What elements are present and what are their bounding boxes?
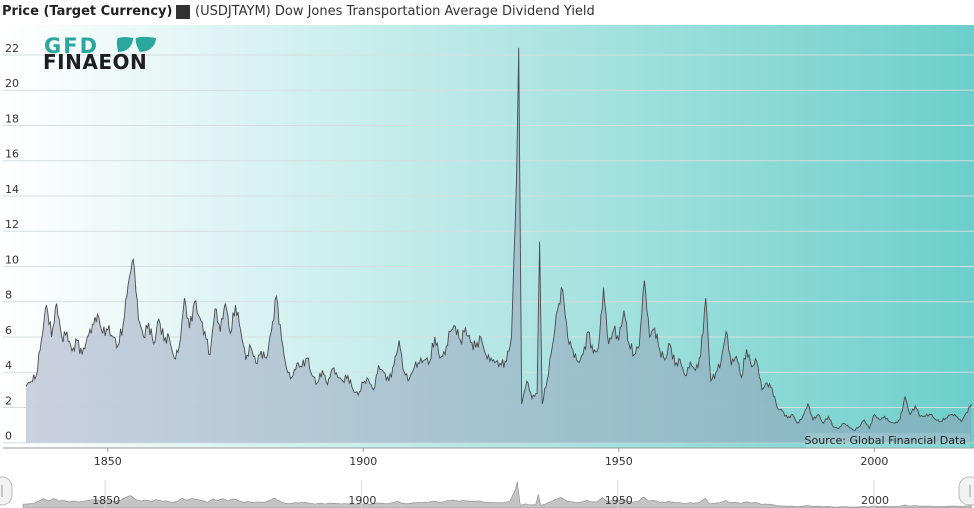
- y-tick-label: 12: [5, 218, 19, 231]
- navigator-tick-label: 1900: [348, 494, 376, 507]
- navigator-handle-right[interactable]: [958, 476, 974, 506]
- navigator-tick-label: 1850: [92, 494, 120, 507]
- legend-label: (USDJTAYM) Dow Jones Transportation Aver…: [195, 4, 595, 19]
- series-area-fill: [26, 47, 972, 443]
- navigator-axis: 1850 1900 1950 2000: [92, 480, 889, 508]
- series-line: [25, 47, 972, 431]
- y-tick-label: 0: [5, 430, 12, 443]
- leaf-icon: [116, 37, 133, 52]
- y-tick-label: 4: [5, 359, 12, 372]
- y-tick-label: 14: [5, 183, 19, 196]
- navigator[interactable]: 1850 1900 1950 2000: [0, 471, 974, 508]
- leaf-icon: [135, 36, 156, 52]
- y-tick-label: 18: [5, 112, 19, 125]
- source-background: [806, 433, 970, 448]
- y-tick-label: 22: [5, 42, 19, 55]
- navigator-tick-label: 1950: [605, 494, 633, 507]
- navigator-series-area: [22, 481, 972, 508]
- source-label: Source: Global Financial Data: [805, 434, 967, 447]
- legend-swatch: [176, 4, 190, 19]
- y-tick-label: 8: [5, 289, 12, 302]
- navigator-series: [22, 481, 972, 508]
- y-tick-label: 10: [5, 253, 19, 266]
- gfd-finaeon-logo: GFD FINAEON: [43, 34, 156, 74]
- y-tick-label: 2: [5, 394, 12, 407]
- x-tick-label: 1900: [349, 455, 377, 468]
- legend-item[interactable]: (USDJTAYM) Dow Jones Transportation Aver…: [176, 4, 595, 19]
- y-tick-label: 6: [5, 324, 12, 337]
- x-tick-label: 1950: [605, 455, 633, 468]
- x-tick-label: 2000: [860, 455, 888, 468]
- logo-line2: FINAEON: [43, 50, 147, 74]
- logo-line1: GFD: [44, 34, 99, 58]
- navigator-handle-left[interactable]: [0, 476, 13, 506]
- chart-header: Price (Target Currency) (USDJTAYM) Dow J…: [0, 0, 974, 24]
- x-axis: 1850 1900 1950 2000: [94, 448, 888, 468]
- x-tick-label: 1850: [94, 455, 122, 468]
- series-area: [25, 47, 972, 443]
- y-tick-label: 20: [5, 77, 19, 90]
- y-axis: 0 2 4 6 8 10 12 14 16 18 20 22: [5, 42, 19, 443]
- navigator-tick-label: 2000: [861, 494, 889, 507]
- y-tick-label: 16: [5, 148, 19, 161]
- chart-title: Price (Target Currency): [2, 4, 173, 19]
